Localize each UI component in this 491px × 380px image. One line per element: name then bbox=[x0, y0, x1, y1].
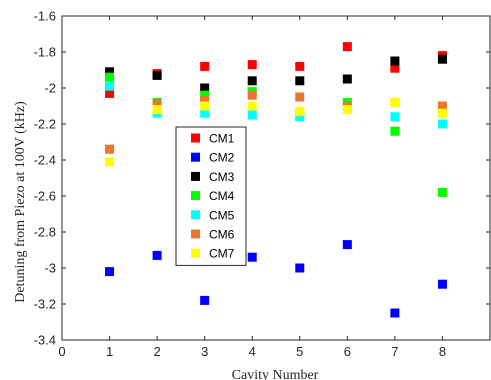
data-point-cm7 bbox=[105, 157, 115, 167]
data-point-cm3 bbox=[105, 67, 115, 77]
x-tick-label: 5 bbox=[296, 344, 303, 359]
y-tick-label: -2.6 bbox=[34, 189, 56, 204]
data-point-cm7 bbox=[247, 101, 257, 111]
data-point-cm2 bbox=[105, 267, 115, 277]
data-point-cm4 bbox=[390, 126, 400, 136]
data-point-cm5 bbox=[295, 112, 305, 122]
legend-label: CM4 bbox=[209, 189, 235, 203]
data-point-cm4 bbox=[200, 90, 210, 100]
plot-frame bbox=[61, 15, 491, 341]
y-tick-label: -2.8 bbox=[34, 225, 56, 240]
data-point-cm7 bbox=[437, 108, 447, 118]
data-point-cm3 bbox=[342, 74, 352, 84]
legend-swatch bbox=[191, 133, 200, 143]
legend-box bbox=[175, 126, 247, 266]
data-point-cm7 bbox=[152, 105, 162, 115]
data-point-cm2 bbox=[247, 252, 257, 262]
y-tick-label: -3 bbox=[44, 261, 56, 276]
legend-label: CM6 bbox=[209, 228, 235, 242]
data-point-cm6 bbox=[105, 144, 115, 154]
x-tick-label: 7 bbox=[391, 344, 398, 359]
data-point-cm4 bbox=[437, 187, 447, 197]
data-point-cm3 bbox=[390, 56, 400, 66]
y-tick-label: -3.4 bbox=[34, 333, 56, 348]
legend-swatch bbox=[191, 210, 200, 220]
axis-ticks: 0 1 2 3 4 5 6 7 8 -3.4 -3.2 -3 -2.8 -2.6 -2.4 -2.2 -2 -1.… bbox=[34, 9, 490, 359]
legend-label: CM2 bbox=[209, 151, 235, 165]
data-point-cm2 bbox=[200, 295, 210, 305]
x-tick-label: 3 bbox=[201, 344, 208, 359]
data-point-cm5 bbox=[390, 112, 400, 122]
legend: CM1 CM2 CM3 CM4 CM5 CM6 CM7 bbox=[175, 126, 247, 266]
data-point-cm5 bbox=[437, 119, 447, 129]
data-points bbox=[105, 42, 447, 318]
data-point-cm1 bbox=[390, 63, 400, 73]
data-point-cm2 bbox=[342, 240, 352, 250]
legend-swatch bbox=[191, 152, 200, 162]
data-point-cm5 bbox=[105, 81, 115, 91]
legend-label: CM3 bbox=[209, 170, 235, 184]
data-point-cm1 bbox=[295, 61, 305, 71]
plot-area bbox=[61, 15, 491, 341]
x-tick-label: 2 bbox=[153, 344, 160, 359]
data-point-cm6 bbox=[200, 96, 210, 106]
data-point-cm3 bbox=[295, 76, 305, 86]
y-tick-label: -3.2 bbox=[34, 297, 56, 312]
x-axis-label: Cavity Number bbox=[232, 368, 319, 380]
data-point-cm1 bbox=[247, 60, 257, 70]
y-tick-label: -2 bbox=[44, 81, 56, 96]
data-point-cm6 bbox=[152, 99, 162, 109]
x-tick-label: 1 bbox=[106, 344, 113, 359]
data-point-cm3 bbox=[247, 76, 257, 86]
data-point-cm4 bbox=[105, 72, 115, 82]
data-point-cm2 bbox=[390, 308, 400, 318]
y-tick-label: -2.2 bbox=[34, 117, 56, 132]
data-point-cm1 bbox=[342, 42, 352, 52]
data-point-cm3 bbox=[437, 54, 447, 64]
data-point-cm6 bbox=[295, 92, 305, 102]
data-point-cm6 bbox=[437, 101, 447, 111]
data-point-cm5 bbox=[200, 108, 210, 118]
legend-label: CM5 bbox=[209, 208, 235, 222]
data-point-cm1 bbox=[200, 61, 210, 71]
data-point-cm7 bbox=[342, 105, 352, 115]
data-point-cm3 bbox=[200, 83, 210, 93]
y-tick-label: -1.6 bbox=[34, 9, 56, 24]
legend-label: CM1 bbox=[209, 132, 235, 146]
data-point-cm2 bbox=[152, 250, 162, 260]
data-point-cm7 bbox=[295, 106, 305, 116]
y-axis-label: Detuning from Piezo at 100V (kHz) bbox=[13, 101, 28, 303]
legend-label: CM7 bbox=[209, 247, 235, 261]
x-tick-label: 4 bbox=[249, 344, 256, 359]
legend-swatch bbox=[191, 248, 200, 258]
data-point-cm2 bbox=[437, 279, 447, 289]
data-point-cm6 bbox=[247, 90, 257, 100]
data-point-cm7 bbox=[390, 97, 400, 107]
data-point-cm3 bbox=[152, 70, 162, 80]
x-tick-label: 8 bbox=[439, 344, 446, 359]
y-tick-label: -2.4 bbox=[34, 153, 56, 168]
legend-swatch bbox=[191, 171, 200, 181]
data-point-cm5 bbox=[247, 110, 257, 120]
data-point-cm1 bbox=[105, 88, 115, 98]
data-point-cm7 bbox=[200, 101, 210, 111]
legend-swatch bbox=[191, 229, 200, 239]
y-tick-label: -1.8 bbox=[34, 45, 56, 60]
data-point-cm2 bbox=[295, 263, 305, 273]
x-tick-label: 6 bbox=[344, 344, 351, 359]
x-tick-label: 0 bbox=[58, 344, 65, 359]
legend-swatch bbox=[191, 191, 200, 201]
